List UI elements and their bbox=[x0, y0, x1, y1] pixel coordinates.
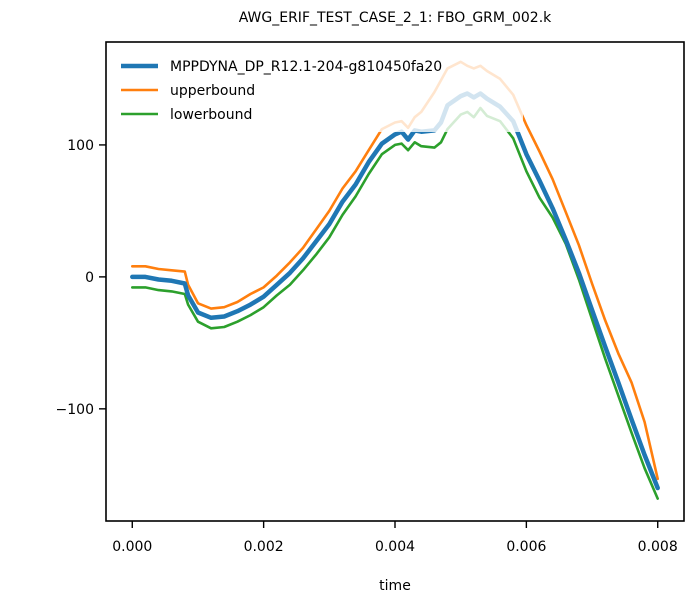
x-tick-label: 0.000 bbox=[112, 539, 152, 555]
y-tick-label: −100 bbox=[56, 402, 94, 418]
x-tick-label: 0.008 bbox=[638, 539, 678, 555]
x-axis: 0.000 0.002 0.004 0.006 0.008 bbox=[112, 521, 678, 555]
legend-entries: MPPDYNA_DP_R12.1-204-g810450fa20 upperbou… bbox=[121, 59, 442, 123]
legend: MPPDYNA_DP_R12.1-204-g810450fa20 upperbou… bbox=[113, 50, 523, 132]
x-tick-label: 0.002 bbox=[244, 539, 284, 555]
y-tick-label: 0 bbox=[85, 270, 94, 286]
legend-box bbox=[113, 50, 523, 132]
series-line-3 bbox=[131, 106, 660, 500]
legend-label-2: upperbound bbox=[170, 83, 255, 99]
legend-label-3: lowerbound bbox=[170, 107, 252, 123]
chart-title: AWG_ERIF_TEST_CASE_2_1: FBO_GRM_002.k bbox=[239, 10, 552, 26]
x-axis-label: time bbox=[379, 578, 411, 594]
x-tick-label: 0.004 bbox=[375, 539, 415, 555]
y-axis: −100 0 100 bbox=[56, 138, 106, 418]
series-line-1 bbox=[130, 91, 660, 491]
y-tick-label: 100 bbox=[67, 138, 94, 154]
legend-label-1: MPPDYNA_DP_R12.1-204-g810450fa20 bbox=[170, 59, 442, 75]
x-tick-label: 0.006 bbox=[506, 539, 546, 555]
